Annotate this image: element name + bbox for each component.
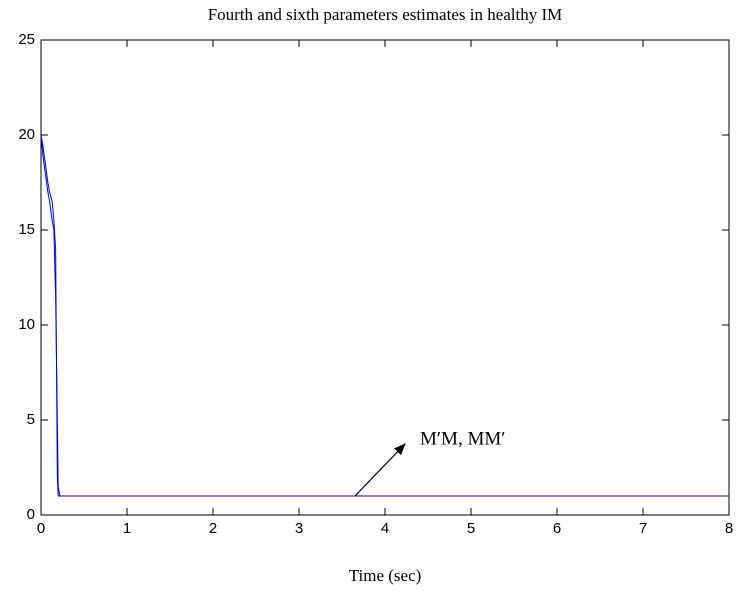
x-tick-label: 5: [467, 520, 475, 537]
y-tick-label: 10: [18, 316, 35, 333]
x-tick-label: 1: [123, 520, 131, 537]
x-tick-label: 3: [295, 520, 303, 537]
x-tick-label: 4: [381, 520, 389, 537]
y-tick-label: 15: [18, 221, 35, 238]
y-tick-label: 0: [27, 506, 35, 523]
series-line: [40, 134, 729, 497]
x-tick-label: 0: [37, 520, 45, 537]
x-tick-label: 2: [209, 520, 217, 537]
chart-title: Fourth and sixth parameters estimates in…: [208, 5, 563, 24]
annotation: M′M, MM′: [420, 428, 505, 449]
x-axis-label: Time (sec): [349, 566, 422, 585]
x-tick-label: 6: [553, 520, 561, 537]
annotation-arrow: [354, 443, 406, 497]
x-tick-label: 8: [725, 520, 733, 537]
y-tick-label: 20: [18, 126, 35, 143]
y-tick-label: 5: [27, 411, 35, 428]
y-tick-label: 25: [18, 31, 35, 48]
x-tick-label: 7: [639, 520, 647, 537]
